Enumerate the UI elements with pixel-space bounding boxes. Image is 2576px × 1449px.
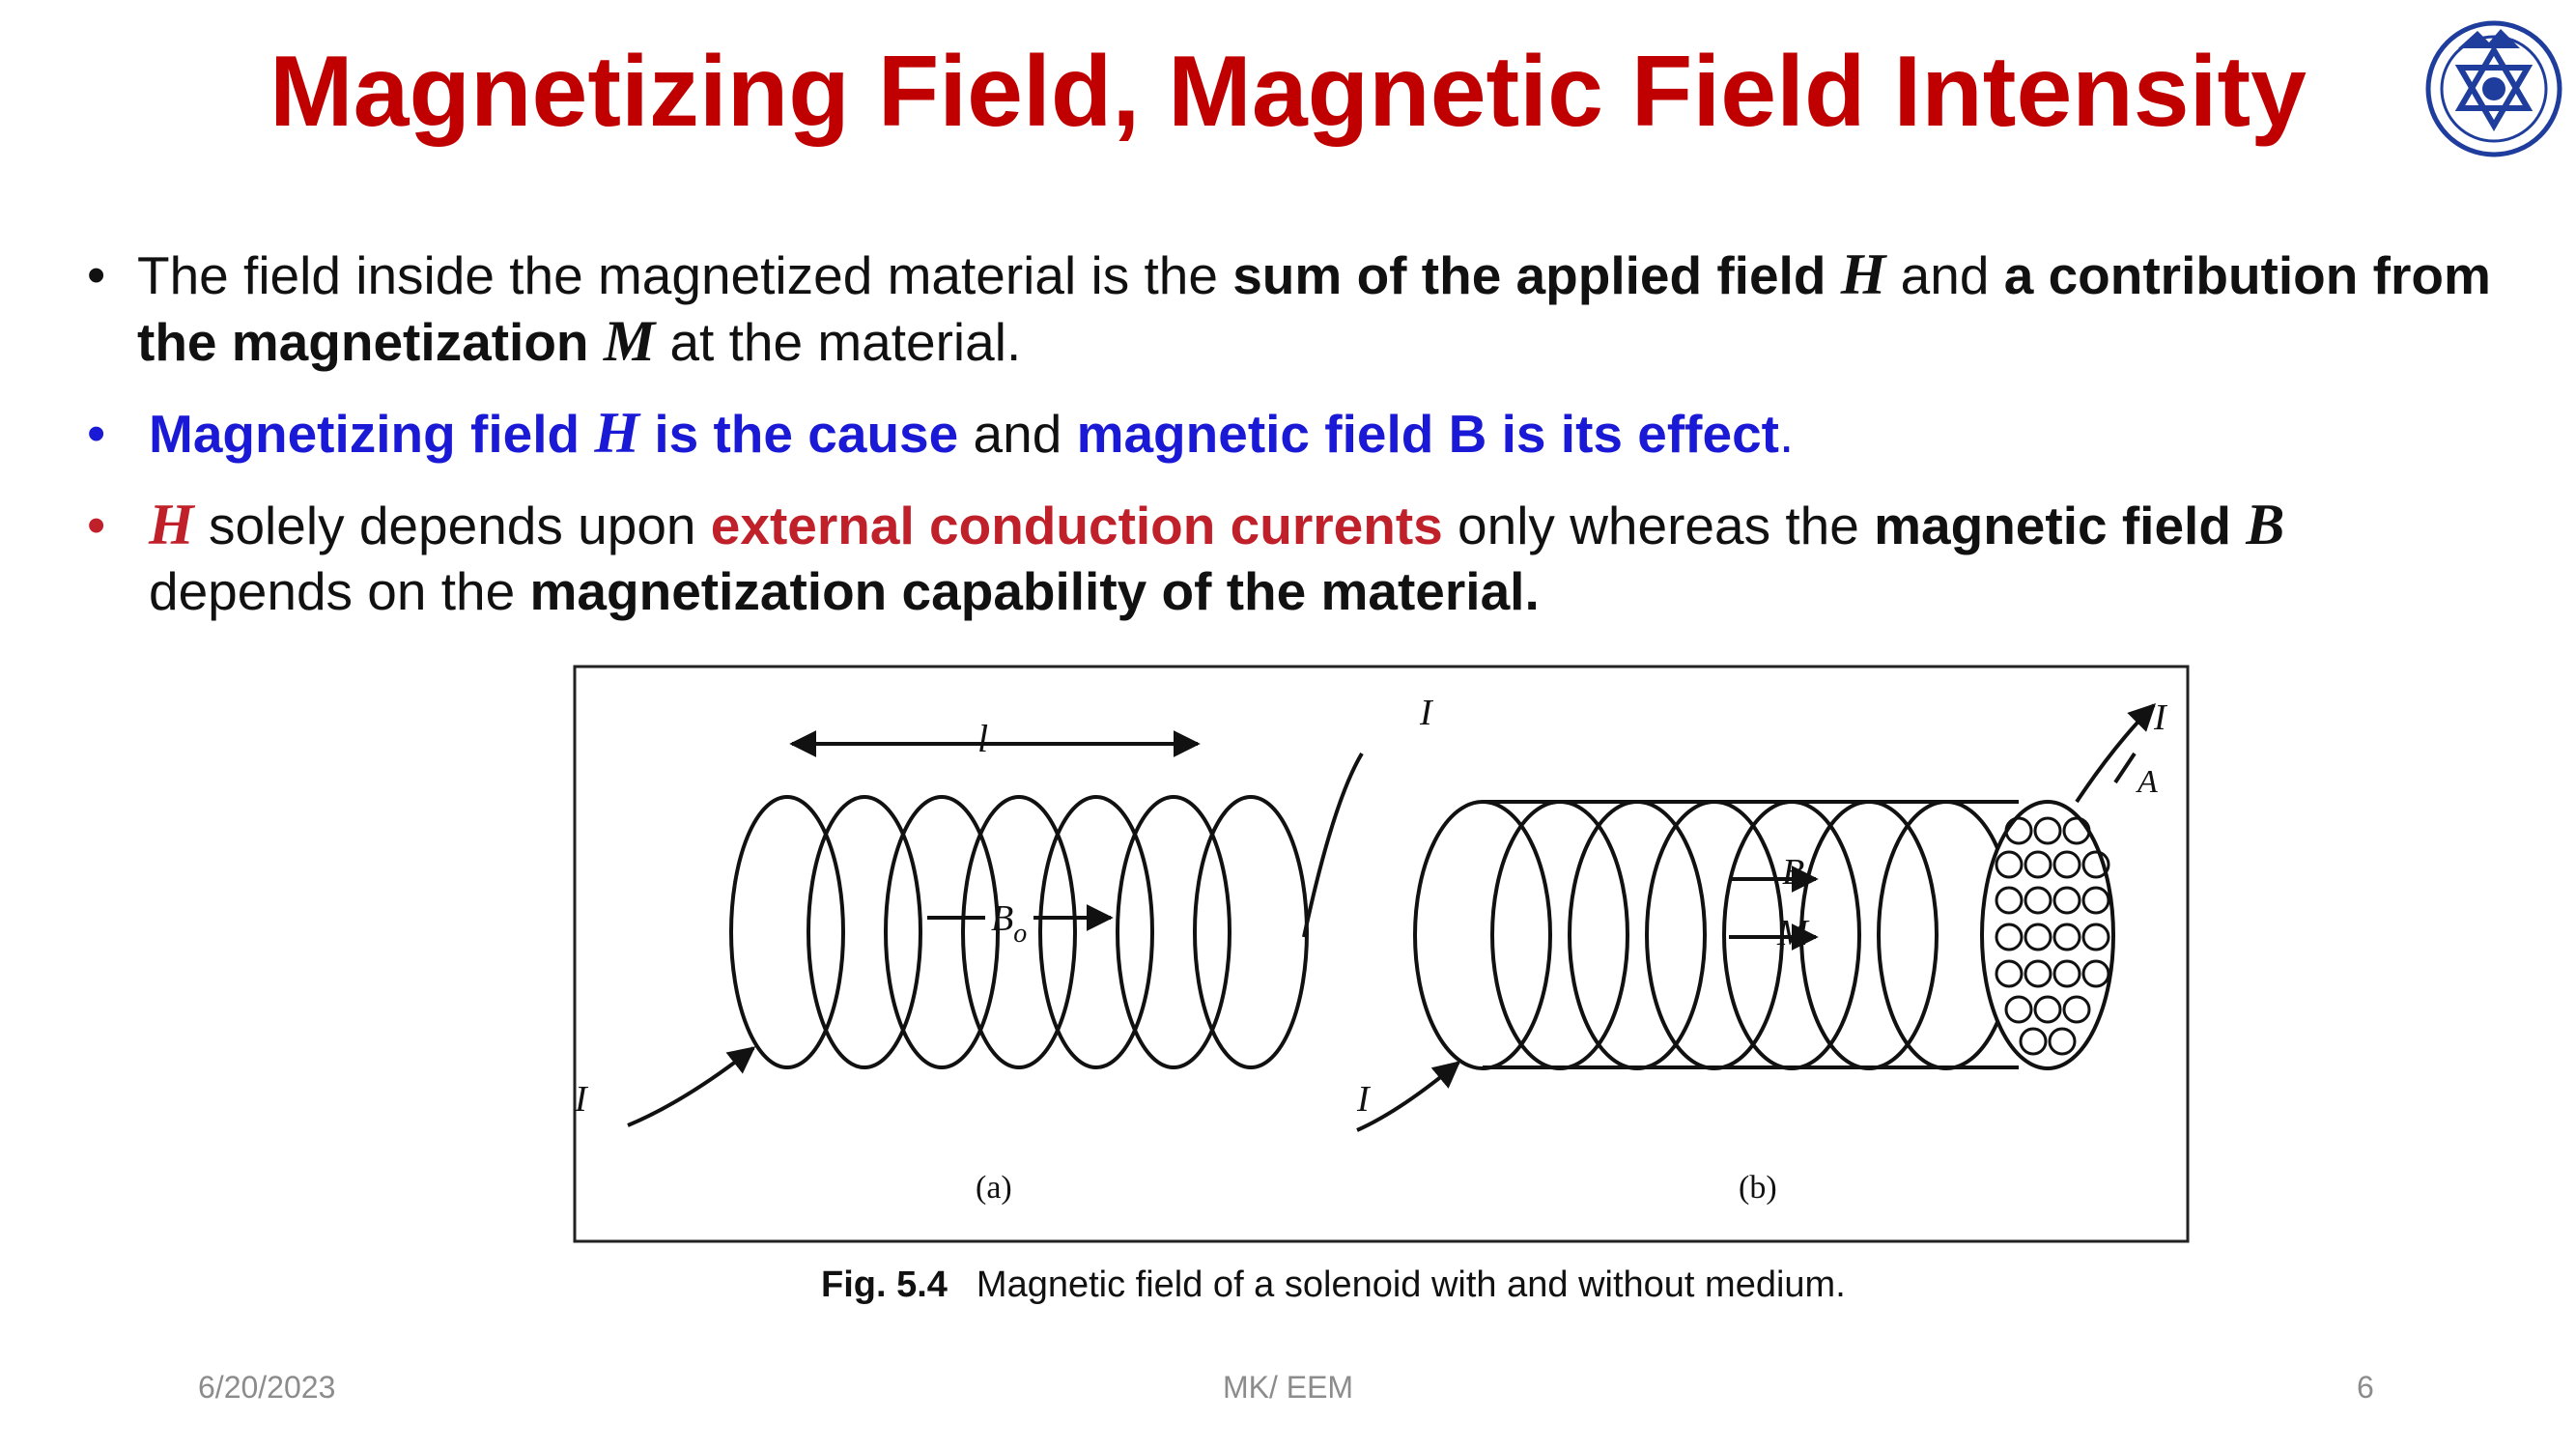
symbol-h: H	[1840, 242, 1886, 306]
footer-page-number: 6	[2357, 1370, 2374, 1405]
area-label: A	[2136, 764, 2158, 800]
college-emblem-icon	[2425, 20, 2562, 157]
bullet-1: • The field inside the magnetized materi…	[87, 242, 2491, 373]
slide-title: Magnetizing Field, Magnetic Field Intens…	[269, 36, 2307, 148]
current-label-b-in: I	[1356, 1079, 1372, 1120]
bullet-marker: •	[87, 244, 106, 304]
symbol-b: B	[2246, 493, 2285, 556]
solenoid-figure: l Bo I I (a) B M A I I (b) Fig. 5.4 Magne…	[573, 665, 2190, 1305]
figure-label-b: (b)	[1739, 1170, 1777, 1206]
bullet-marker: •	[87, 403, 106, 463]
magnetization-label: M	[1776, 913, 1810, 953]
current-label-b-out: I	[2153, 697, 2168, 738]
current-label-a-in: I	[574, 1079, 589, 1120]
bullet-2: • Magnetizing field H is the cause and m…	[87, 401, 1795, 465]
footer-date: 6/20/2023	[198, 1370, 336, 1405]
solenoid-b	[1356, 703, 2156, 1132]
symbol-m: M	[603, 309, 656, 373]
bullet-marker: •	[87, 495, 106, 554]
symbol-h: H	[594, 401, 640, 465]
magnetization-loops	[1995, 816, 2110, 1056]
bullet-3: • H solely depends upon external conduct…	[87, 493, 2285, 621]
bullet-list: • The field inside the magnetized materi…	[87, 242, 2502, 649]
field-label-b: B	[1782, 852, 1804, 893]
length-label: l	[977, 717, 988, 760]
field-label-a: Bo	[991, 898, 1027, 949]
figure-caption: Fig. 5.4 Magnetic field of a solenoid wit…	[821, 1264, 1846, 1305]
footer-center: MK/ EEM	[1222, 1370, 1354, 1405]
symbol-h: H	[149, 493, 194, 556]
current-label-a-out: I	[1419, 693, 1434, 733]
figure-label-a: (a)	[976, 1170, 1012, 1206]
solenoid-a	[627, 730, 1364, 1127]
